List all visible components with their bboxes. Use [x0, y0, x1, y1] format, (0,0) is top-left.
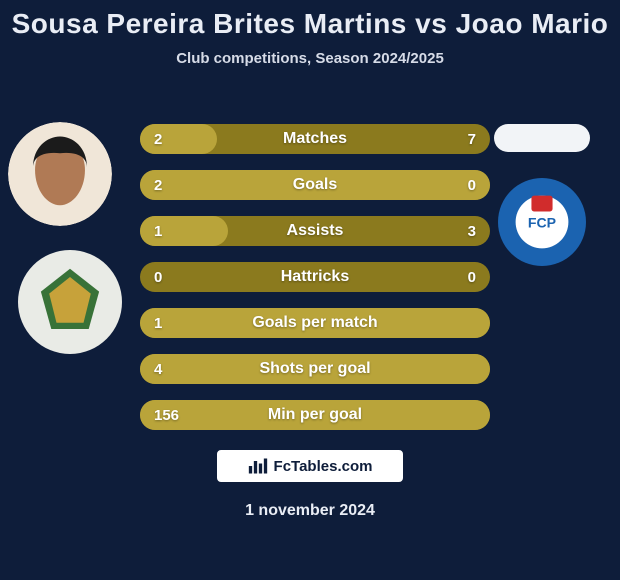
- stat-value-left: 2: [154, 131, 162, 148]
- stat-label: Goals per match: [252, 314, 377, 332]
- stat-label: Matches: [283, 130, 347, 148]
- date-label: 1 november 2024: [245, 502, 375, 520]
- club-right-badge: FCP: [498, 178, 586, 266]
- stat-value-right: 0: [468, 269, 476, 286]
- stat-label: Min per goal: [268, 406, 362, 424]
- stat-row: 0 Hattricks 0: [140, 262, 490, 292]
- stat-value-left: 156: [154, 407, 179, 424]
- subtitle: Club competitions, Season 2024/2025: [0, 50, 620, 67]
- player-left-avatar-svg: [8, 122, 112, 226]
- stat-value-left: 0: [154, 269, 162, 286]
- stat-label: Hattricks: [281, 268, 349, 286]
- stat-row: 156 Min per goal: [140, 400, 490, 430]
- stat-value-left: 4: [154, 361, 162, 378]
- stat-row: 1 Goals per match: [140, 308, 490, 338]
- comparison-card: Sousa Pereira Brites Martins vs Joao Mar…: [0, 0, 620, 580]
- bar-chart-icon: [248, 457, 268, 475]
- stats-container: 2 Matches 7 2 Goals 0 1 Assists 3 0 Hattricks 0 1 Goa…: [140, 124, 490, 446]
- stat-label: Shots per goal: [259, 360, 370, 378]
- stat-value-left: 2: [154, 177, 162, 194]
- stat-label: Assists: [287, 222, 344, 240]
- stat-value-right: 0: [468, 177, 476, 194]
- stat-value-left: 1: [154, 315, 162, 332]
- stat-value-right: 7: [468, 131, 476, 148]
- stat-fill: [140, 124, 217, 154]
- stat-row: 2 Goals 0: [140, 170, 490, 200]
- club-left-badge: [18, 250, 122, 354]
- stat-row: 1 Assists 3: [140, 216, 490, 246]
- stat-row: 2 Matches 7: [140, 124, 490, 154]
- page-title: Sousa Pereira Brites Martins vs Joao Mar…: [0, 0, 620, 40]
- stat-row: 4 Shots per goal: [140, 354, 490, 384]
- fctables-badge[interactable]: FcTables.com: [215, 448, 405, 484]
- club-left-badge-svg: [18, 250, 122, 354]
- stat-value-left: 1: [154, 223, 162, 240]
- club-right-badge-svg: FCP: [498, 178, 586, 266]
- fctables-label: FcTables.com: [274, 458, 373, 475]
- player-right-placeholder: [494, 124, 590, 152]
- stat-label: Goals: [293, 176, 337, 194]
- stat-value-right: 3: [468, 223, 476, 240]
- svg-text:FCP: FCP: [528, 214, 556, 230]
- player-left-avatar: [8, 122, 112, 226]
